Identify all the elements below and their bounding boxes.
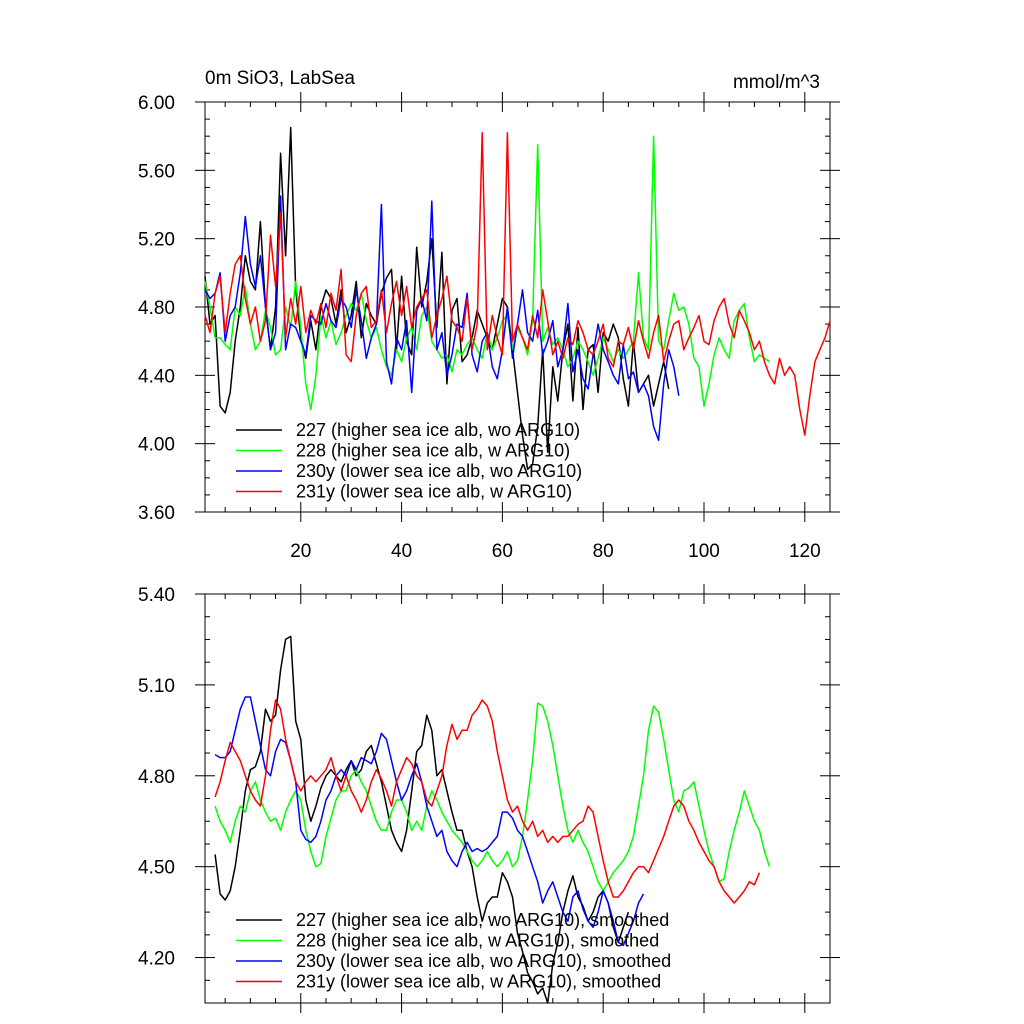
legend-2: 227 (higher sea ice alb, wo ARG10), smoo… (236, 910, 671, 992)
y-tick-label: 4.20 (138, 949, 175, 970)
y-tick-label: 4.80 (138, 298, 175, 319)
series-line-3 (204, 195, 680, 442)
y-tick-label: 5.60 (138, 161, 175, 182)
x-tick-label: 120 (789, 541, 821, 562)
chart-title-left: 0m SiO3, LabSea (205, 68, 355, 89)
y-tick-label: 3.60 (138, 503, 175, 524)
panel-1: 20 40 60 80 100 120 3.60 4.00 4.40 4.80 5.20 5.60 6.… (138, 92, 840, 562)
panel-2: 4.20 4.50 4.80 5.10 5.40 227 (higher sea ice … (138, 584, 840, 1013)
y-tick-label: 5.40 (138, 585, 175, 606)
y-tick-label: 4.00 (138, 435, 175, 456)
x-tick-label: 20 (290, 541, 311, 562)
y-tick-label: 4.80 (138, 767, 175, 788)
x-tick-label: 40 (391, 541, 412, 562)
series-line-2 (204, 135, 770, 411)
legend-label: 230y (lower sea ice alb, wo ARG10) (296, 461, 582, 481)
legend-label: 231y (lower sea ice alb, w ARG10) (296, 482, 572, 502)
series-line-2 (214, 702, 771, 892)
series-line-4 (214, 699, 761, 904)
legend-label: 228 (higher sea ice alb, w ARG10) (296, 441, 570, 461)
x-tick-label: 80 (593, 541, 614, 562)
series-line-1 (204, 126, 670, 471)
legend-label: 227 (higher sea ice alb, wo ARG10) (296, 420, 580, 440)
x-tick-label: 100 (688, 541, 720, 562)
series-line-1 (214, 635, 630, 1004)
legend-1: 227 (higher sea ice alb, wo ARG10)228 (h… (236, 420, 582, 502)
x-tick-label: 60 (492, 541, 513, 562)
legend-label: 231y (lower sea ice alb, w ARG10), smoot… (296, 972, 661, 992)
y-tick-label: 4.40 (138, 366, 175, 387)
series-line-3 (214, 696, 645, 947)
y-tick-label: 5.20 (138, 230, 175, 251)
legend-label: 228 (higher sea ice alb, w ARG10), smoot… (296, 931, 659, 951)
y-tick-label: 5.10 (138, 676, 175, 697)
y-tick-label: 6.00 (138, 93, 175, 114)
legend-label: 227 (higher sea ice alb, wo ARG10), smoo… (296, 910, 669, 930)
y-tick-label: 4.50 (138, 858, 175, 879)
legend-label: 230y (lower sea ice alb, wo ARG10), smoo… (296, 951, 671, 971)
series-line-4 (204, 131, 831, 436)
chart-title-right: mmol/m^3 (733, 72, 820, 93)
